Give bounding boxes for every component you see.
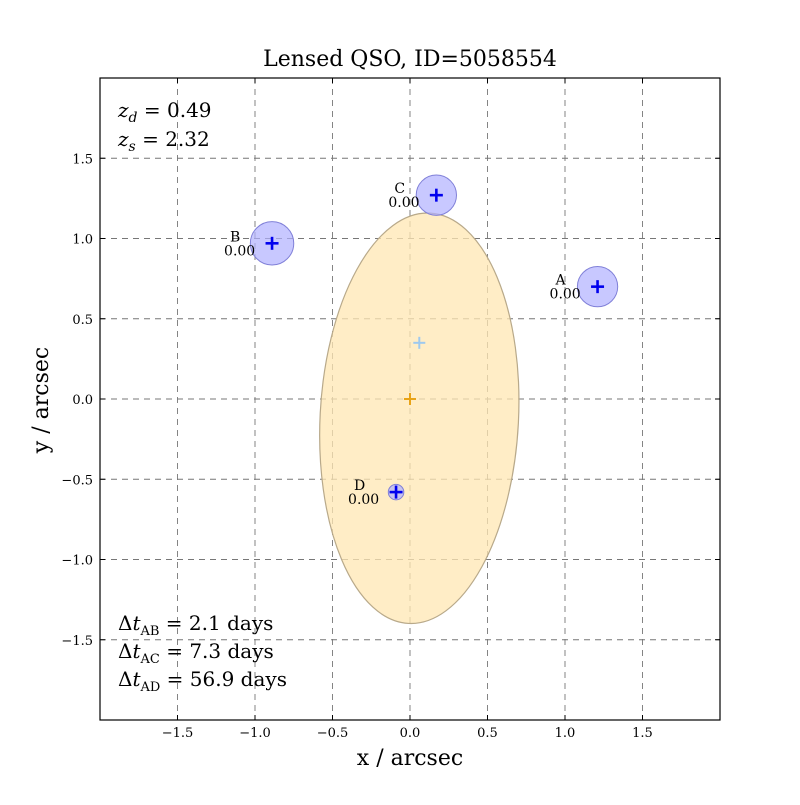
lens-center-marker [404, 393, 416, 405]
redshift-s: zs = 2.32 [117, 127, 210, 155]
y-tick-label: −1.5 [61, 634, 93, 649]
image-b-marker [265, 236, 279, 250]
x-tick-label: −1.5 [162, 726, 194, 741]
image-b-value: 0.00 [224, 243, 255, 259]
y-tick-label: 1.5 [72, 152, 93, 167]
image-d-value: 0.00 [348, 492, 379, 508]
x-tick-label: −1.0 [239, 726, 271, 741]
lens-ellipse [319, 212, 520, 625]
image-c-marker [429, 188, 443, 202]
image-a-name: A [555, 273, 567, 289]
lens-layer [319, 212, 520, 625]
ticks: −1.5 −1.0 −0.5 0.0 0.5 1.0 1.5−1.5−1.0−0.50.00… [61, 78, 720, 741]
y-tick-label: −1.0 [61, 554, 93, 569]
x-tick-label: 0.0 [400, 726, 421, 741]
y-tick-label: 0.5 [72, 313, 93, 328]
y-axis-label: y / arcsec [29, 347, 54, 454]
image-a-marker [591, 280, 605, 294]
y-tick-label: −0.5 [61, 473, 93, 488]
x-tick-label: 1.5 [632, 726, 653, 741]
time-delay-ad: ΔtAD = 56.9 days [118, 667, 287, 695]
time-delay-ab: ΔtAB = 2.1 days [118, 611, 273, 639]
x-tick-label: 0.5 [477, 726, 498, 741]
y-tick-label: 1.0 [72, 233, 93, 248]
image-c-value: 0.00 [388, 195, 419, 211]
source-marker [413, 336, 426, 349]
time-delay-ac: ΔtAC = 7.3 days [118, 639, 274, 667]
image-d-marker [389, 485, 403, 499]
image-d-name: D [354, 478, 365, 494]
y-tick-label: 0.0 [72, 393, 93, 408]
image-b-name: B [230, 229, 240, 245]
image-c-name: C [394, 181, 405, 197]
x-tick-label: −0.5 [317, 726, 349, 741]
x-tick-label: 1.0 [555, 726, 576, 741]
redshift-d: zd = 0.49 [117, 98, 212, 126]
x-axis-label: x / arcsec [357, 746, 463, 771]
image-a-value: 0.00 [550, 287, 581, 303]
chart-title: Lensed QSO, ID=5058554 [263, 47, 557, 72]
